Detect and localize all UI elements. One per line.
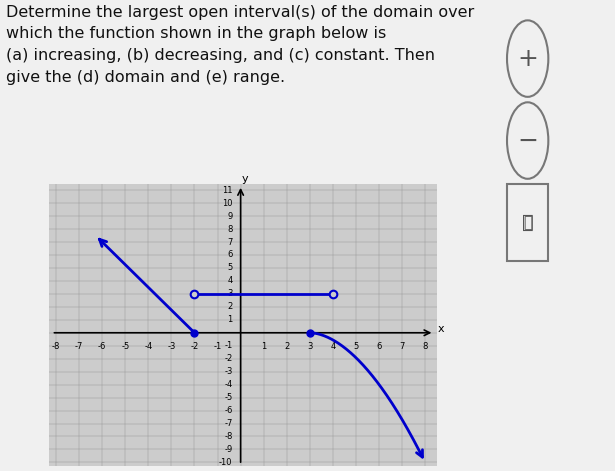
Text: -6: -6 [98, 342, 106, 351]
Text: -10: -10 [219, 458, 232, 467]
Text: 7: 7 [399, 342, 405, 351]
Text: -7: -7 [75, 342, 84, 351]
Text: 9: 9 [228, 211, 232, 220]
Text: -4: -4 [224, 380, 232, 389]
Text: -5: -5 [224, 393, 232, 402]
Text: 3: 3 [307, 342, 312, 351]
Text: 1: 1 [261, 342, 266, 351]
Text: y: y [242, 174, 248, 184]
Text: -1: -1 [224, 341, 232, 350]
Text: ⧉: ⧉ [523, 215, 532, 230]
Text: 3: 3 [227, 289, 232, 298]
Text: -8: -8 [52, 342, 60, 351]
Text: -7: -7 [224, 419, 232, 428]
Text: 6: 6 [227, 251, 232, 260]
Text: 5: 5 [228, 263, 232, 272]
Text: 6: 6 [376, 342, 382, 351]
Text: 8: 8 [423, 342, 428, 351]
Text: Determine the largest open interval(s) of the domain over
which the function sho: Determine the largest open interval(s) o… [6, 5, 474, 84]
Text: -6: -6 [224, 406, 232, 415]
Text: -2: -2 [191, 342, 199, 351]
Text: ⧉: ⧉ [522, 213, 534, 232]
Text: +: + [517, 47, 538, 71]
Text: 7: 7 [227, 237, 232, 246]
Text: 10: 10 [222, 199, 232, 208]
Text: -3: -3 [224, 367, 232, 376]
Text: -5: -5 [121, 342, 129, 351]
Text: -1: -1 [213, 342, 221, 351]
Text: 1: 1 [228, 315, 232, 325]
Text: -8: -8 [224, 432, 232, 441]
Text: x: x [438, 324, 445, 334]
Text: −: − [517, 129, 538, 153]
Text: 4: 4 [228, 276, 232, 285]
Text: 5: 5 [353, 342, 359, 351]
Text: 4: 4 [330, 342, 336, 351]
Text: 8: 8 [227, 225, 232, 234]
Text: -9: -9 [224, 445, 232, 454]
Text: -2: -2 [224, 354, 232, 363]
Text: -3: -3 [167, 342, 176, 351]
Text: 11: 11 [222, 186, 232, 195]
Text: 2: 2 [228, 302, 232, 311]
Text: -4: -4 [145, 342, 153, 351]
Text: 2: 2 [284, 342, 290, 351]
